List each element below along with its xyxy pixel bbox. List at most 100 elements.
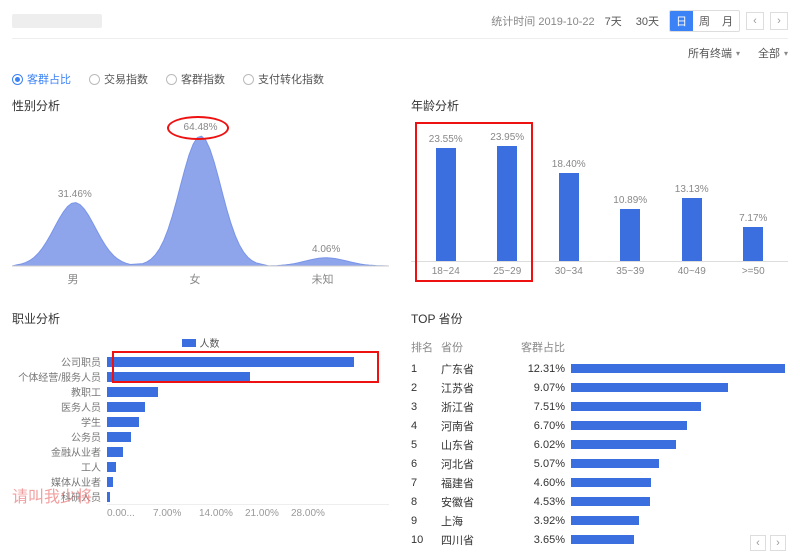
gender-x-label: 女 bbox=[190, 271, 201, 287]
occupation-x-tick: 14.00% bbox=[199, 508, 245, 519]
range-30d[interactable]: 30天 bbox=[632, 13, 663, 29]
age-x-label: 30~34 bbox=[538, 266, 600, 277]
province-pct: 4.53% bbox=[521, 496, 571, 508]
radio-icon bbox=[243, 74, 254, 85]
occupation-x-tick: 0.00... bbox=[107, 508, 153, 519]
occupation-bar bbox=[107, 492, 110, 502]
province-pct: 5.07% bbox=[521, 458, 571, 470]
occupation-row: 公务员 bbox=[12, 429, 389, 444]
age-section: 年龄分析 23.55%23.95%18.40%10.89%13.13%7.17%… bbox=[411, 97, 788, 292]
gender-x-label: 未知 bbox=[312, 271, 334, 287]
occupation-section: 职业分析 人数 公司职员个体经营/服务人员教职工医务人员学生公务员金融从业者工人… bbox=[12, 310, 389, 549]
metric-radio[interactable]: 客群占比 bbox=[12, 71, 71, 87]
province-pct: 7.51% bbox=[521, 401, 571, 413]
province-row: 1广东省12.31% bbox=[411, 359, 788, 378]
occupation-title: 职业分析 bbox=[12, 310, 389, 327]
province-name: 浙江省 bbox=[441, 399, 521, 415]
province-rank: 2 bbox=[411, 382, 441, 394]
legend-swatch bbox=[182, 339, 196, 347]
age-value-label: 23.55% bbox=[429, 134, 463, 145]
gender-x-label: 男 bbox=[68, 271, 79, 287]
age-bar-col: 18.40% bbox=[538, 122, 600, 261]
metric-radio[interactable]: 交易指数 bbox=[89, 71, 148, 87]
radio-icon bbox=[12, 74, 23, 85]
province-row: 6河北省5.07% bbox=[411, 454, 788, 473]
radio-label: 客群指数 bbox=[181, 71, 225, 87]
province-bar bbox=[571, 535, 634, 544]
occupation-row: 教职工 bbox=[12, 384, 389, 399]
gender-chart: 男女未知 31.46%64.48%4.06% bbox=[12, 122, 389, 292]
provinces-section: TOP 省份 排名 省份 客群占比 1广东省12.31%2江苏省9.07%3浙江… bbox=[411, 310, 788, 549]
province-rank: 8 bbox=[411, 496, 441, 508]
terminal-dropdown[interactable]: 所有终端▾ bbox=[688, 45, 740, 61]
province-bar bbox=[571, 516, 639, 525]
province-bar bbox=[571, 459, 659, 468]
granularity-option[interactable]: 日 bbox=[670, 11, 693, 31]
age-bar-col: 23.55% bbox=[415, 122, 477, 261]
province-row: 4河南省6.70% bbox=[411, 416, 788, 435]
granularity-option[interactable]: 月 bbox=[716, 11, 739, 31]
occupation-chart: 人数 公司职员个体经营/服务人员教职工医务人员学生公务员金融从业者工人媒体从业者… bbox=[12, 335, 389, 519]
occupation-label: 学生 bbox=[12, 414, 107, 429]
province-name: 山东省 bbox=[441, 437, 521, 453]
gender-peak-label: 31.46% bbox=[58, 189, 92, 200]
province-name: 河北省 bbox=[441, 456, 521, 472]
scope-dropdown[interactable]: 全部▾ bbox=[758, 45, 788, 61]
legend-label: 人数 bbox=[200, 335, 220, 350]
province-name: 江苏省 bbox=[441, 380, 521, 396]
next-period-button[interactable]: › bbox=[770, 12, 788, 30]
metric-radio-group: 客群占比 交易指数 客群指数 支付转化指数 bbox=[12, 67, 788, 97]
metric-radio[interactable]: 支付转化指数 bbox=[243, 71, 324, 87]
occupation-x-tick: 7.00% bbox=[153, 508, 199, 519]
province-pct: 12.31% bbox=[521, 363, 571, 375]
age-value-label: 13.13% bbox=[675, 184, 709, 195]
age-x-label: 40~49 bbox=[661, 266, 723, 277]
pager-prev-button[interactable]: ‹ bbox=[750, 535, 766, 551]
province-rank: 10 bbox=[411, 534, 441, 546]
col-pct: 客群占比 bbox=[521, 339, 691, 355]
radio-icon bbox=[166, 74, 177, 85]
granularity-option[interactable]: 周 bbox=[693, 11, 716, 31]
occupation-bar bbox=[107, 357, 354, 367]
radio-icon bbox=[89, 74, 100, 85]
province-pct: 4.60% bbox=[521, 477, 571, 489]
province-bar bbox=[571, 440, 676, 449]
gender-section: 性别分析 男女未知 31.46%64.48%4.06% bbox=[12, 97, 389, 292]
province-row: 8安徽省4.53% bbox=[411, 492, 788, 511]
age-bar bbox=[497, 146, 517, 261]
province-rank: 9 bbox=[411, 515, 441, 527]
province-row: 9上海3.92% bbox=[411, 511, 788, 530]
occupation-label: 金融从业者 bbox=[12, 444, 107, 459]
top-bar-controls: 统计时间 2019-10-22 7天 30天 日周月 ‹ › bbox=[491, 10, 788, 32]
range-7d[interactable]: 7天 bbox=[601, 13, 626, 29]
metric-radio[interactable]: 客群指数 bbox=[166, 71, 225, 87]
occupation-label: 工人 bbox=[12, 459, 107, 474]
province-rank: 5 bbox=[411, 439, 441, 451]
age-x-label: 18~24 bbox=[415, 266, 477, 277]
province-pct: 6.02% bbox=[521, 439, 571, 451]
province-name: 福建省 bbox=[441, 475, 521, 491]
province-pct: 3.92% bbox=[521, 515, 571, 527]
occupation-row: 学生 bbox=[12, 414, 389, 429]
province-row: 7福建省4.60% bbox=[411, 473, 788, 492]
occupation-x-tick: 21.00% bbox=[245, 508, 291, 519]
age-bar bbox=[620, 209, 640, 261]
occupation-bar bbox=[107, 402, 145, 412]
age-x-label: 25~29 bbox=[477, 266, 539, 277]
occupation-row: 个体经营/服务人员 bbox=[12, 369, 389, 384]
radio-label: 支付转化指数 bbox=[258, 71, 324, 87]
age-value-label: 18.40% bbox=[552, 159, 586, 170]
age-bar-col: 23.95% bbox=[477, 122, 539, 261]
occupation-bar bbox=[107, 387, 158, 397]
province-row: 10四川省3.65% bbox=[411, 530, 788, 549]
occupation-label: 公务员 bbox=[12, 429, 107, 444]
age-value-label: 7.17% bbox=[739, 213, 767, 224]
stat-time-label: 统计时间 2019-10-22 bbox=[491, 13, 594, 29]
occupation-label: 医务人员 bbox=[12, 399, 107, 414]
province-rank: 3 bbox=[411, 401, 441, 413]
occupation-row: 公司职员 bbox=[12, 354, 389, 369]
watermark-text: 请叫我少将 bbox=[12, 483, 92, 507]
province-pct: 3.65% bbox=[521, 534, 571, 546]
pager-next-button[interactable]: › bbox=[770, 535, 786, 551]
prev-period-button[interactable]: ‹ bbox=[746, 12, 764, 30]
